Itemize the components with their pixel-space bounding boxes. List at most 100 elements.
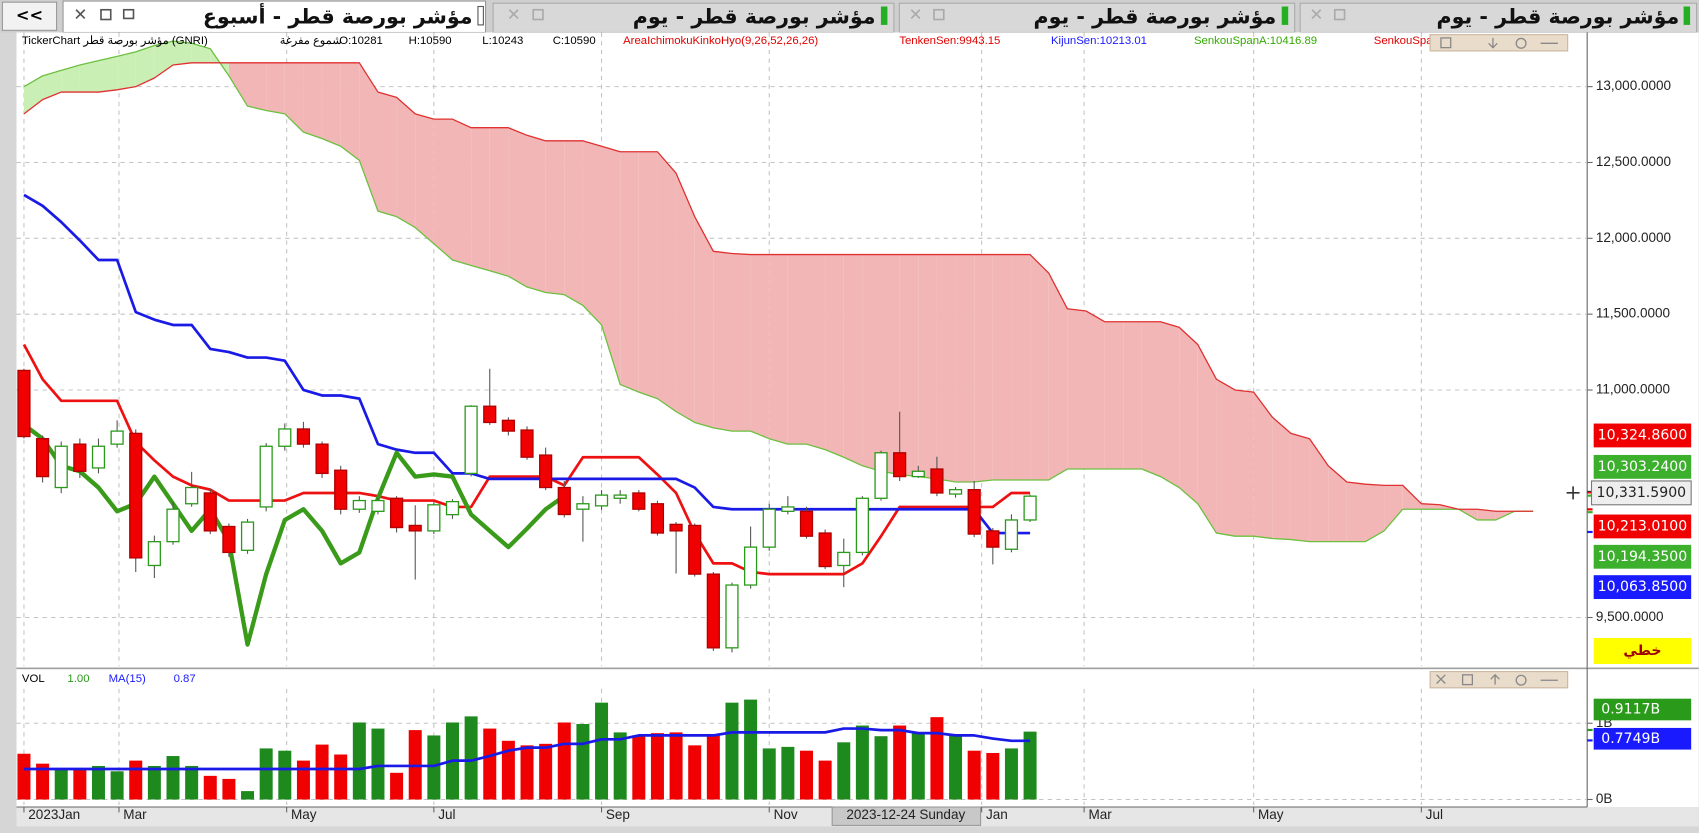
cloud-segment — [1477, 509, 1496, 520]
y-tick-label: 11,500.0000 — [1596, 306, 1670, 321]
cloud-segment — [377, 92, 397, 217]
cloud-segment — [1328, 465, 1347, 542]
candle-body — [389, 497, 404, 529]
candle-body — [445, 500, 460, 516]
cloud-segment — [1011, 254, 1031, 480]
cloud-segment — [1365, 484, 1385, 542]
candle-body — [35, 438, 50, 478]
tab[interactable] — [62, 0, 487, 34]
volume-bar — [278, 750, 292, 800]
cloud-segment — [1272, 417, 1291, 540]
cloud-segment — [396, 97, 416, 228]
volume-bar — [17, 753, 31, 800]
info-item: C:10590 — [553, 35, 596, 47]
cloud-segment — [527, 135, 546, 293]
candle-body — [613, 494, 627, 499]
candle-body — [930, 468, 944, 494]
cloud-segment — [284, 62, 304, 133]
candle-body — [1023, 495, 1037, 521]
candle-body — [147, 541, 161, 567]
volume-bar — [1004, 748, 1018, 800]
volume-bar — [185, 765, 199, 800]
volume-bar — [818, 760, 832, 800]
candle-body — [837, 551, 851, 567]
y-tick-label: 13,000.0000 — [1596, 78, 1671, 93]
volume-bar — [781, 746, 795, 800]
tab[interactable] — [1299, 2, 1698, 34]
candle-body — [240, 521, 255, 551]
candle-body — [91, 445, 106, 469]
volume-bar — [427, 735, 441, 800]
tab[interactable] — [898, 2, 1296, 34]
volume-bar — [725, 702, 739, 800]
candle-body — [874, 452, 888, 499]
tab-markers — [477, 5, 1691, 26]
crosshair-icon — [1566, 486, 1580, 500]
volume-bar — [557, 722, 571, 800]
volume-header: VOL — [22, 673, 45, 685]
scale-mode-box — [1593, 638, 1692, 665]
x-tick-label: May — [291, 807, 317, 822]
volume-bar — [799, 750, 813, 800]
cloud-segment — [787, 254, 807, 445]
volume-bar — [911, 733, 925, 800]
value-box — [1593, 514, 1692, 539]
info-item: شموع مفرغة — [280, 35, 342, 47]
cloud-segment — [881, 254, 900, 475]
y-tick-label: 12,500.0000 — [1596, 154, 1671, 169]
candle-body — [762, 508, 776, 548]
volume-bar — [576, 724, 590, 800]
nav-button[interactable] — [1, 1, 58, 31]
cloud-segment — [564, 140, 583, 306]
volume-bar — [613, 732, 627, 800]
volume-header: 0.87 — [174, 673, 196, 685]
volume-bar — [650, 733, 664, 800]
volume-bar — [967, 750, 981, 800]
senkou-b-line — [23, 62, 1534, 512]
cloud-segment — [694, 216, 714, 428]
info-item: SenkouSpa — [1374, 35, 1433, 47]
cloud-segment — [899, 254, 919, 477]
cloud-segment — [359, 62, 378, 212]
cloud-segment — [657, 151, 677, 412]
x-tick-label: Mar — [1088, 807, 1112, 822]
candle-body — [222, 525, 236, 554]
y-tick-label: 0B — [1596, 791, 1613, 806]
ma-line — [23, 727, 1031, 771]
volume-bar — [837, 742, 851, 800]
candle-body — [296, 428, 311, 445]
volume-bar — [241, 791, 255, 800]
cloud-segment — [1067, 308, 1086, 470]
value-label: 0.9117B — [1601, 702, 1660, 718]
info-item: L:10243 — [482, 35, 523, 47]
candle-body — [818, 532, 832, 568]
tab[interactable] — [492, 2, 895, 34]
cloud-segment — [918, 254, 937, 479]
value-label: 10,213.0100 — [1598, 518, 1688, 534]
tab-title: مؤشر بورصة قطر - يوم — [1437, 4, 1680, 28]
cloud-segment — [825, 254, 844, 458]
candle-body — [781, 506, 795, 512]
cloud-segment — [731, 253, 751, 432]
volume-header: 1.00 — [67, 673, 89, 685]
x-tick-label: Nov — [774, 807, 798, 822]
candle-body — [259, 445, 273, 508]
candle-body — [650, 503, 665, 534]
crosshair-label: 10,331.5900 — [1597, 485, 1687, 501]
cloud-segment — [415, 113, 434, 244]
volume-bar — [129, 760, 143, 800]
candle-body — [278, 428, 292, 447]
volume-bar — [632, 735, 646, 800]
candle-body — [725, 584, 739, 649]
info-item: KijunSen:10213.01 — [1051, 35, 1147, 47]
volume-bar — [986, 752, 1000, 800]
indicator-line — [22, 422, 566, 647]
candle-body — [967, 488, 981, 535]
x-tick-label: 2023Jan — [28, 807, 80, 822]
value-box — [1593, 727, 1692, 750]
panel-controls — [1429, 34, 1569, 689]
volume-bar — [595, 702, 609, 800]
y-tick-label: 9,500.0000 — [1596, 609, 1664, 624]
